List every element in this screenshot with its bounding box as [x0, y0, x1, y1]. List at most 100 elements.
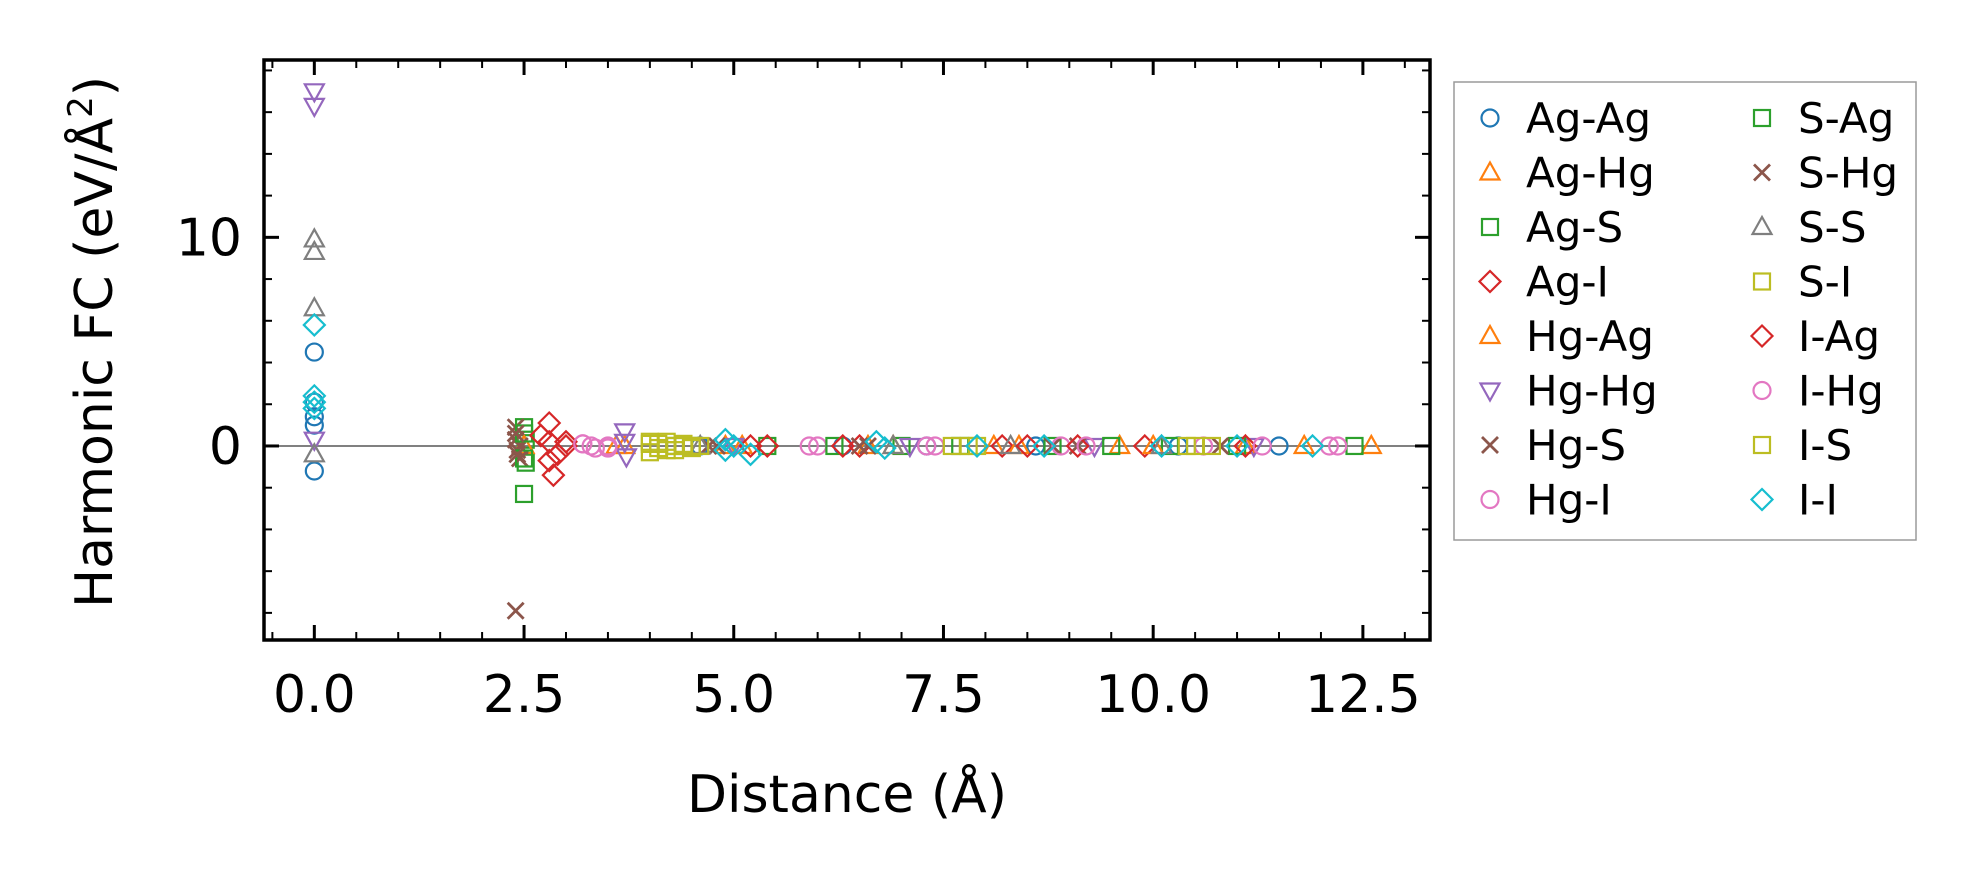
data-point [304, 461, 324, 481]
legend-marker [1478, 160, 1502, 181]
legend-item: S-I [1752, 258, 1852, 307]
legend-item: Hg-Ag [1478, 312, 1654, 361]
legend-item: I-I [1749, 476, 1838, 525]
legend-item: Hg-Hg [1478, 367, 1658, 416]
data-point [302, 239, 326, 261]
legend-label: I-S [1798, 421, 1852, 470]
data-point [1043, 436, 1062, 456]
x-tick-label: 5.0 [692, 665, 775, 725]
legend-label: I-Ag [1798, 312, 1880, 361]
legend-label: S-Hg [1798, 149, 1898, 198]
data-point [830, 433, 855, 459]
legend-item: I-Hg [1752, 367, 1884, 416]
data-point [1292, 433, 1316, 455]
data-point [302, 227, 326, 248]
legend-marker [1752, 435, 1772, 455]
data-point [302, 442, 326, 463]
data-point [682, 436, 701, 456]
data-point [1032, 433, 1057, 459]
data-point [1150, 433, 1173, 455]
data-point [999, 433, 1022, 455]
legend-item: Hg-S [1481, 421, 1626, 470]
data-point [982, 433, 1006, 455]
data-point [585, 438, 605, 458]
data-point [573, 434, 593, 454]
data-point [707, 436, 726, 455]
series-i-i [302, 312, 1325, 467]
data-point [541, 463, 566, 488]
data-point [1252, 436, 1272, 456]
legend-marker [1480, 217, 1500, 237]
x-tick-label: 7.5 [902, 665, 985, 725]
legend-label: Hg-Ag [1526, 312, 1654, 361]
data-points [302, 83, 1383, 620]
legend-item: Ag-S [1480, 203, 1623, 252]
axes-frame [262, 58, 1432, 642]
data-point [964, 433, 990, 459]
y-tick-label: 0 [209, 417, 242, 477]
data-point [514, 484, 534, 504]
data-point [713, 438, 738, 463]
x-tick-label: 2.5 [483, 665, 566, 725]
series-ag-ag [304, 342, 1289, 481]
axis-ticks: 0.0 2.5 5.0 7.5 10.0 12.5 0 10 [176, 60, 1430, 725]
legend-item: Ag-I [1477, 258, 1609, 307]
legend-label: I-I [1798, 476, 1838, 525]
legend-item: S-Hg [1753, 149, 1898, 198]
legend-item: Hg-I [1480, 476, 1612, 525]
data-point [721, 433, 746, 459]
data-point [872, 436, 897, 461]
series-s-s [302, 227, 1173, 463]
data-point [898, 437, 922, 459]
legend-label: S-S [1798, 203, 1866, 252]
legend-marker [1749, 323, 1775, 349]
data-point [302, 390, 327, 415]
data-point [959, 436, 978, 456]
data-point [1076, 436, 1096, 456]
data-point [1242, 437, 1266, 459]
legend-item: S-Ag [1752, 94, 1894, 143]
y-axis-label-main: Harmonic FC (eV/Å [63, 117, 125, 608]
data-point [598, 436, 618, 456]
legend-item: Ag-Ag [1480, 94, 1651, 143]
legend-label: Ag-S [1526, 203, 1623, 252]
x-tick-label: 0.0 [273, 665, 356, 725]
legend-item: S-S [1750, 203, 1866, 252]
data-point [738, 442, 763, 467]
data-point [825, 436, 844, 456]
legend-label: S-I [1798, 258, 1852, 307]
data-point [302, 83, 326, 104]
data-point [516, 453, 535, 472]
legend-item: I-Ag [1749, 312, 1880, 361]
legend-label: I-Hg [1798, 367, 1884, 416]
data-point [615, 448, 638, 469]
legend-marker [1480, 489, 1500, 510]
legend-label: Hg-I [1526, 476, 1612, 525]
data-point [990, 433, 1015, 459]
legend-marker [1480, 108, 1500, 128]
data-point [1186, 436, 1205, 456]
legend-label: Ag-I [1526, 258, 1609, 307]
data-point [799, 436, 819, 456]
legend-marker [1749, 487, 1775, 512]
legend-label: Ag-Hg [1526, 149, 1655, 198]
data-point [528, 423, 553, 448]
data-point [302, 97, 326, 119]
series-i-ag [528, 423, 1258, 467]
legend-marker [1481, 436, 1499, 454]
x-tick-label: 12.5 [1305, 665, 1421, 725]
data-point [1227, 436, 1247, 456]
data-point [1328, 436, 1348, 456]
legend: Ag-Ag Ag-Hg Ag-S Ag-I Hg-Ag Hg-Hg Hg-S Hg-I S-Ag… [1453, 81, 1917, 541]
data-point [302, 431, 326, 452]
x-axis-label: Distance (Å) [687, 763, 1007, 825]
data-point [514, 449, 534, 468]
legend-marker [1752, 380, 1772, 401]
legend-label: Ag-Ag [1526, 94, 1651, 143]
data-point [1015, 433, 1040, 459]
data-point [1319, 436, 1339, 456]
data-point [1102, 436, 1121, 456]
data-point [1065, 433, 1090, 459]
legend-marker [1752, 108, 1772, 128]
legend-marker [1478, 323, 1502, 345]
